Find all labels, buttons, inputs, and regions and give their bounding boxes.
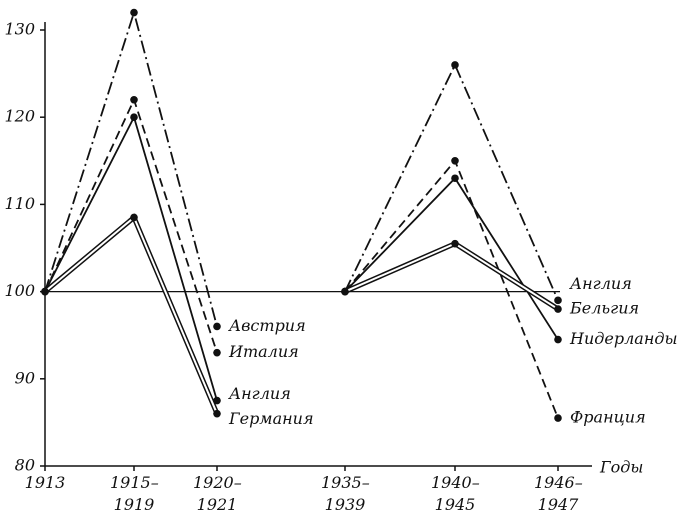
x-axis-label: Годы [599,458,643,477]
series-line [344,176,559,341]
series-label: Германия [228,409,314,428]
x-tick-label: 1940– 1945 [431,473,480,514]
data-point [554,335,562,344]
y-tick-label: 120 [4,107,35,126]
y-tick-label: 100 [4,281,35,300]
data-point [341,287,349,296]
series-line [44,9,218,327]
series-label: Бельгия [569,299,639,318]
data-point [41,287,49,296]
series-label: Англия [228,384,291,403]
data-point [451,157,459,165]
data-point [213,322,221,331]
data-point [554,305,562,313]
y-tick-label: 90 [15,368,35,387]
data-point [554,414,562,422]
series-label: Англия [569,274,632,293]
x-tick-label: 1920– 1921 [193,473,242,514]
series-line [344,62,559,301]
y-tick-label: 130 [4,20,35,39]
data-point [554,296,562,305]
y-tick-label: 110 [4,194,35,213]
x-tick-label: 1913 [24,473,66,492]
series-label: Италия [228,342,299,361]
x-tick-label: 1935– 1939 [321,473,370,514]
y-tick-label: 80 [15,456,35,475]
data-point [213,396,221,405]
data-point [130,213,138,222]
series-label: Австрия [228,316,306,335]
data-point [451,61,459,69]
data-point [213,348,221,357]
x-tick-label: 1915– 1919 [110,473,159,514]
data-point [213,409,221,418]
data-point [451,239,459,248]
data-point [130,8,138,17]
series-label: Франция [570,408,646,427]
data-point [451,174,459,183]
data-point [130,113,138,121]
x-tick-label: 1946– 1947 [534,473,583,514]
data-point [130,95,138,104]
series-label: Нидерланды [569,329,678,348]
